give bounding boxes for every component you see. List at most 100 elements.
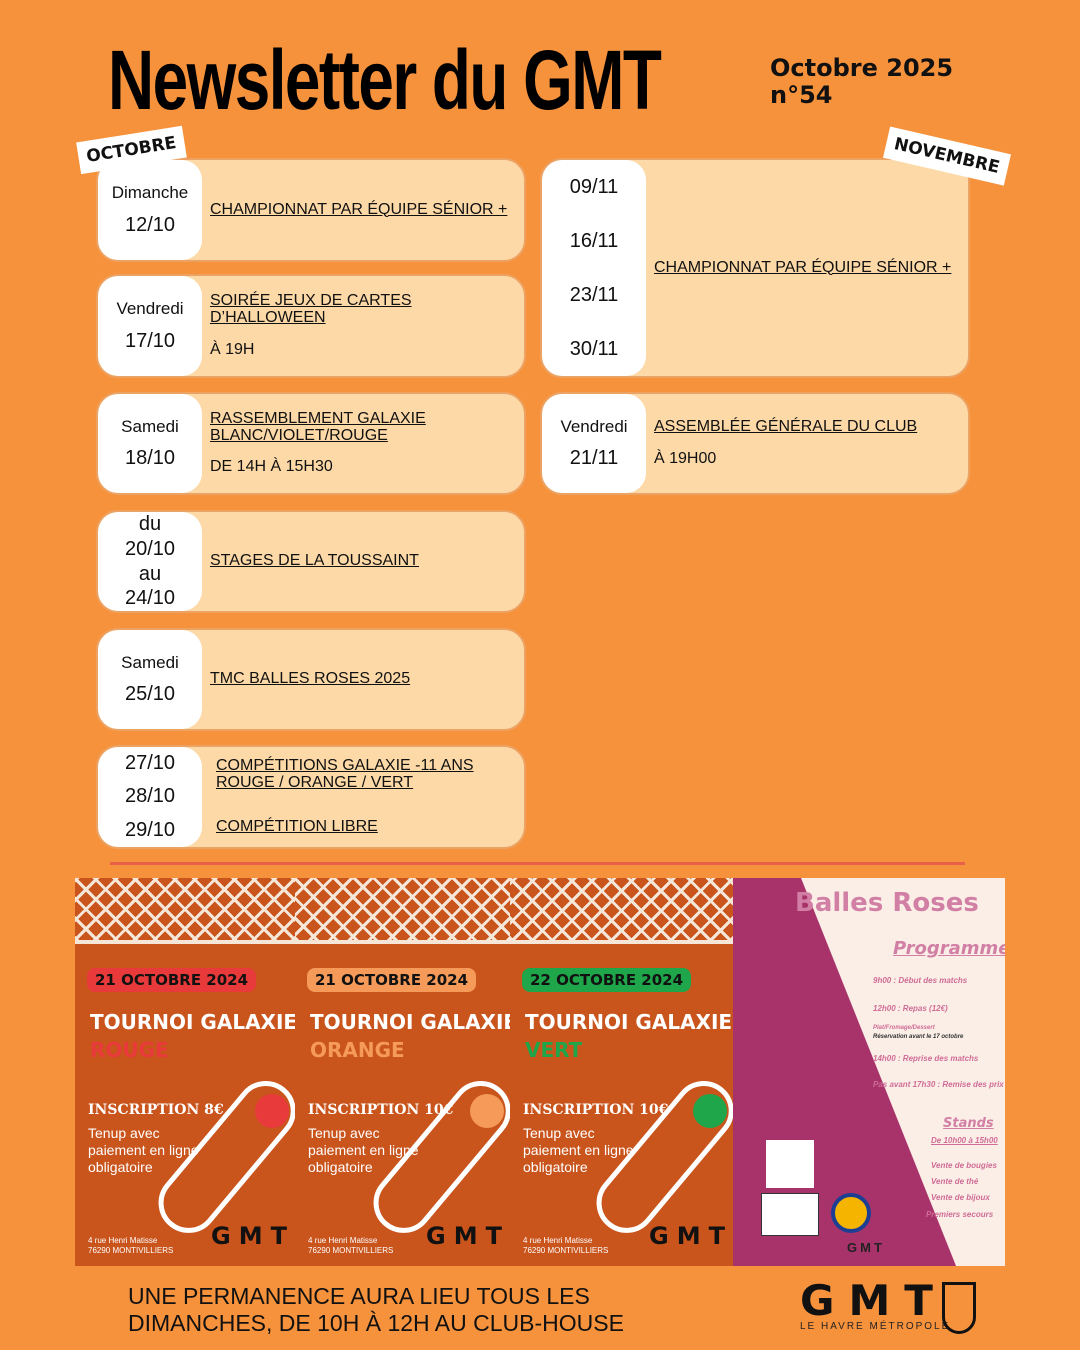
programme-item: 9h00 : Début des matchs — [873, 976, 968, 985]
event-date: Samedi 18/10 — [98, 394, 202, 493]
issue-month: Octobre 2025 — [770, 54, 954, 82]
date-line: 25/10 — [124, 683, 176, 706]
event-title[interactable]: STAGES DE LA TOUSSAINT — [210, 552, 419, 570]
event-title[interactable]: CHAMPIONNAT PAR ÉQUIPE SÉNIOR + — [210, 200, 508, 218]
event-title[interactable]: COMPÉTITIONS GALAXIE -11 ANS ROUGE / ORA… — [216, 757, 474, 791]
programme-heading: Programme — [893, 938, 1005, 959]
net-graphic — [75, 878, 295, 944]
poster-logo: GMT — [426, 1222, 510, 1250]
shield-icon — [942, 1282, 976, 1334]
stands-heading: Stands — [943, 1116, 994, 1131]
event-date: Samedi 25/10 — [98, 630, 202, 729]
stand-item: Vente de thé — [931, 1177, 979, 1186]
event-info: COMPÉTITIONS GALAXIE -11 ANS ROUGE / ORA… — [202, 757, 524, 836]
event-card: 09/11 16/11 23/11 30/11 CHAMPIONNAT PAR ÉQUI… — [540, 158, 970, 378]
poster-inscription: INSCRIPTION 8€ — [88, 1102, 224, 1118]
poster-address: 4 rue Henri Matisse 76290 MONTIVILLIERS — [88, 1236, 173, 1256]
poster-date: 21 OCTOBRE 2024 — [307, 968, 477, 992]
poster-date: 22 OCTOBRE 2024 — [522, 968, 692, 992]
event-date: Vendredi 17/10 — [98, 276, 202, 376]
footer-line: DIMANCHES, DE 10H À 12H AU CLUB-HOUSE — [128, 1310, 624, 1336]
date-line: au — [138, 562, 162, 585]
event-title[interactable]: CHAMPIONNAT PAR ÉQUIPE SÉNIOR + — [654, 258, 952, 276]
event-info: SOIRÉE JEUX DE CARTES D’HALLOWEEN À 19H — [202, 292, 520, 359]
poster-color: VERT — [525, 1038, 583, 1062]
date-line: 20/10 — [124, 537, 176, 560]
date-line: 21/11 — [569, 447, 619, 470]
footer-notice: UNE PERMANENCE AURA LIEU TOUS LES DIMANCH… — [128, 1283, 624, 1337]
poster-gmt-logo: GMT — [847, 1240, 885, 1255]
event-detail: À 19H00 — [654, 449, 717, 467]
date-line: 23/11 — [569, 284, 619, 306]
newsletter-title: Newsletter du GMT — [108, 33, 662, 127]
date-line: 28/10 — [124, 785, 176, 808]
date-line: 27/10 — [124, 751, 176, 774]
stand-item: Vente de bijoux — [931, 1193, 990, 1202]
event-date: du 20/10 au 24/10 — [98, 512, 202, 611]
poster-title: TOURNOI GALAXIE — [525, 1010, 733, 1034]
date-line: Samedi — [121, 652, 179, 672]
divider-line — [110, 862, 965, 865]
event-info: STAGES DE LA TOUSSAINT — [202, 552, 419, 570]
event-info: ASSEMBLÉE GÉNÉRALE DU CLUB À 19H00 — [646, 418, 918, 468]
tennis-ball-icon — [693, 1094, 727, 1128]
event-title[interactable]: TMC BALLES ROSES 2025 — [210, 670, 411, 688]
poster-logo: GMT — [649, 1222, 733, 1250]
event-title[interactable]: ASSEMBLÉE GÉNÉRALE DU CLUB — [654, 418, 918, 436]
date-line: 18/10 — [124, 447, 176, 470]
date-line: Dimanche — [111, 183, 189, 203]
event-info: CHAMPIONNAT PAR ÉQUIPE SÉNIOR + — [202, 200, 508, 219]
poster-color: ROUGE — [90, 1038, 169, 1062]
date-line: Vendredi — [116, 299, 184, 319]
event-title[interactable]: SOIRÉE JEUX DE CARTES D’HALLOWEEN — [210, 292, 412, 326]
date-line: 12/10 — [124, 213, 176, 236]
poster-inscription: INSCRIPTION 10€ — [308, 1102, 454, 1118]
date-line: 30/11 — [569, 338, 619, 360]
poster-title: TOURNOI GALAXIE — [310, 1010, 510, 1034]
footer-line: UNE PERMANENCE AURA LIEU TOUS LES — [128, 1283, 590, 1309]
poster-title: Balles Roses — [795, 888, 979, 918]
tournament-poster: 21 OCTOBRE 2024 TOURNOI GALAXIE ROUGE IN… — [75, 878, 295, 1266]
tennis-ball-icon — [470, 1094, 504, 1128]
event-card: 27/10 28/10 29/10 COMPÉTITIONS GALAXIE -11 … — [96, 745, 526, 849]
logo-subtitle: LE HAVRE MÉTROPOLE — [800, 1321, 951, 1332]
stand-item: Premiers secours — [926, 1210, 994, 1219]
date-line: 29/10 — [124, 818, 176, 841]
address-line: 76290 MONTIVILLIERS — [88, 1246, 174, 1255]
event-info: RASSEMBLEMENT GALAXIE BLANC/VIOLET/ROUGE… — [202, 409, 520, 477]
poster-title: TOURNOI GALAXIE — [90, 1010, 295, 1034]
poster-address: 4 rue Henri Matisse 76290 MONTIVILLIERS — [308, 1236, 393, 1256]
event-card: Vendredi 17/10 SOIRÉE JEUX DE CARTES D’HAL… — [96, 274, 526, 378]
date-line: 09/11 — [569, 176, 619, 198]
address-line: 4 rue Henri Matisse — [308, 1236, 378, 1245]
event-detail: COMPÉTITION LIBRE — [216, 817, 378, 835]
poster-desc: Tenup avec paiement en ligne obligatoire — [523, 1125, 634, 1175]
date-line: Vendredi — [560, 416, 628, 436]
poster-address: 4 rue Henri Matisse 76290 MONTIVILLIERS — [523, 1236, 608, 1256]
event-title[interactable]: RASSEMBLEMENT GALAXIE BLANC/VIOLET/ROUGE — [210, 409, 426, 444]
event-info: CHAMPIONNAT PAR ÉQUIPE SÉNIOR + — [646, 258, 952, 277]
poster-desc: Tenup avec paiement en ligne obligatoire — [308, 1125, 419, 1175]
event-date: 09/11 16/11 23/11 30/11 — [542, 160, 646, 376]
event-card: Vendredi 21/11 ASSEMBLÉE GÉNÉRALE DU CLUB À… — [540, 392, 970, 495]
net-graphic — [510, 878, 733, 944]
poster-inscription: INSCRIPTION 10€ — [523, 1102, 669, 1118]
stand-item: Vente de bougies — [931, 1161, 997, 1170]
event-card: Samedi 18/10 RASSEMBLEMENT GALAXIE BLANC/V… — [96, 392, 526, 495]
programme-item: Réservation avant le 17 octobre — [873, 1034, 964, 1040]
event-detail: À 19H — [210, 340, 255, 358]
date-line: Samedi — [121, 416, 179, 436]
issue-number: n°54 — [770, 81, 833, 109]
event-card: du 20/10 au 24/10 STAGES DE LA TOUSSAINT — [96, 510, 526, 613]
event-date: Dimanche 12/10 — [98, 160, 202, 260]
poster-date: 21 OCTOBRE 2024 — [87, 968, 257, 992]
event-card: Dimanche 12/10 CHAMPIONNAT PAR ÉQUIPE SÉNI… — [96, 158, 526, 262]
address-line: 4 rue Henri Matisse — [88, 1236, 158, 1245]
sponsor-logo — [761, 1193, 819, 1236]
event-info: TMC BALLES ROSES 2025 — [202, 670, 411, 688]
tournament-poster: 22 OCTOBRE 2024 TOURNOI GALAXIE VERT INS… — [510, 878, 733, 1266]
sponsor-logo — [766, 1140, 814, 1188]
programme-item: Plat/Fromage/Dessert — [873, 1025, 935, 1031]
date-line: 24/10 — [124, 587, 176, 610]
poster-color: ORANGE — [310, 1038, 405, 1062]
